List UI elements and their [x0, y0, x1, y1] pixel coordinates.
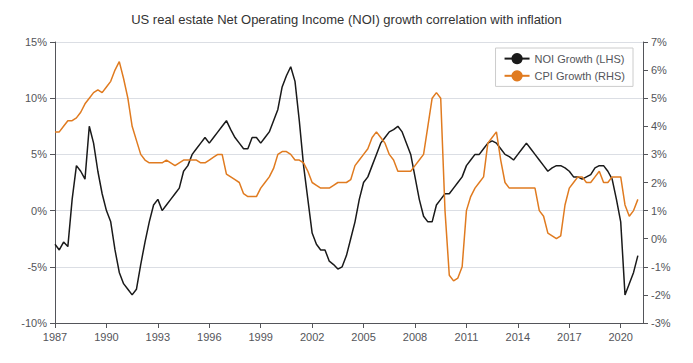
svg-text:-10%: -10% [21, 317, 47, 329]
svg-text:15%: 15% [25, 36, 47, 48]
svg-text:2011: 2011 [455, 331, 479, 343]
svg-text:2005: 2005 [351, 331, 375, 343]
svg-text:5%: 5% [31, 148, 47, 160]
svg-text:1999: 1999 [248, 331, 272, 343]
svg-text:1990: 1990 [94, 331, 118, 343]
svg-text:NOI Growth (LHS): NOI Growth (LHS) [535, 53, 625, 65]
svg-text:2017: 2017 [557, 331, 581, 343]
svg-text:US real estate Net Operating I: US real estate Net Operating Income (NOI… [131, 12, 562, 27]
svg-text:-2%: -2% [651, 289, 671, 301]
svg-text:5%: 5% [651, 92, 667, 104]
svg-text:-5%: -5% [27, 261, 47, 273]
svg-text:2%: 2% [651, 177, 667, 189]
svg-text:1%: 1% [651, 205, 667, 217]
svg-text:-3%: -3% [651, 317, 671, 329]
svg-text:1993: 1993 [146, 331, 170, 343]
svg-text:CPI Growth (RHS): CPI Growth (RHS) [535, 70, 625, 82]
svg-text:-1%: -1% [651, 261, 671, 273]
svg-text:3%: 3% [651, 148, 667, 160]
svg-text:2020: 2020 [608, 331, 632, 343]
svg-text:0%: 0% [31, 205, 47, 217]
svg-text:6%: 6% [651, 64, 667, 76]
svg-text:10%: 10% [25, 92, 47, 104]
svg-text:2014: 2014 [506, 331, 530, 343]
svg-text:1987: 1987 [43, 331, 67, 343]
svg-text:1996: 1996 [197, 331, 221, 343]
svg-text:0%: 0% [651, 233, 667, 245]
svg-text:2002: 2002 [300, 331, 324, 343]
svg-text:7%: 7% [651, 36, 667, 48]
svg-text:2008: 2008 [403, 331, 427, 343]
svg-text:4%: 4% [651, 120, 667, 132]
